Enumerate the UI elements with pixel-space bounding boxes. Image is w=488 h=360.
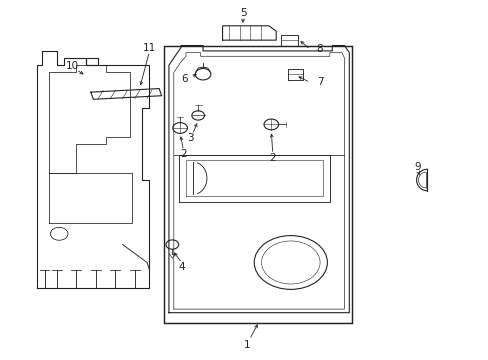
Text: 10: 10 [66,61,79,71]
Text: 5: 5 [239,8,246,18]
Text: 2: 2 [269,153,276,163]
Text: 2: 2 [180,149,186,159]
Text: 1: 1 [243,340,250,350]
Text: 6: 6 [181,74,187,84]
Text: 4: 4 [179,262,185,272]
Bar [163,45,351,323]
Text: 11: 11 [142,43,156,53]
Text: 8: 8 [316,45,323,54]
Text: 9: 9 [413,162,420,172]
Text: 7: 7 [316,77,323,87]
Text: 3: 3 [187,134,194,143]
